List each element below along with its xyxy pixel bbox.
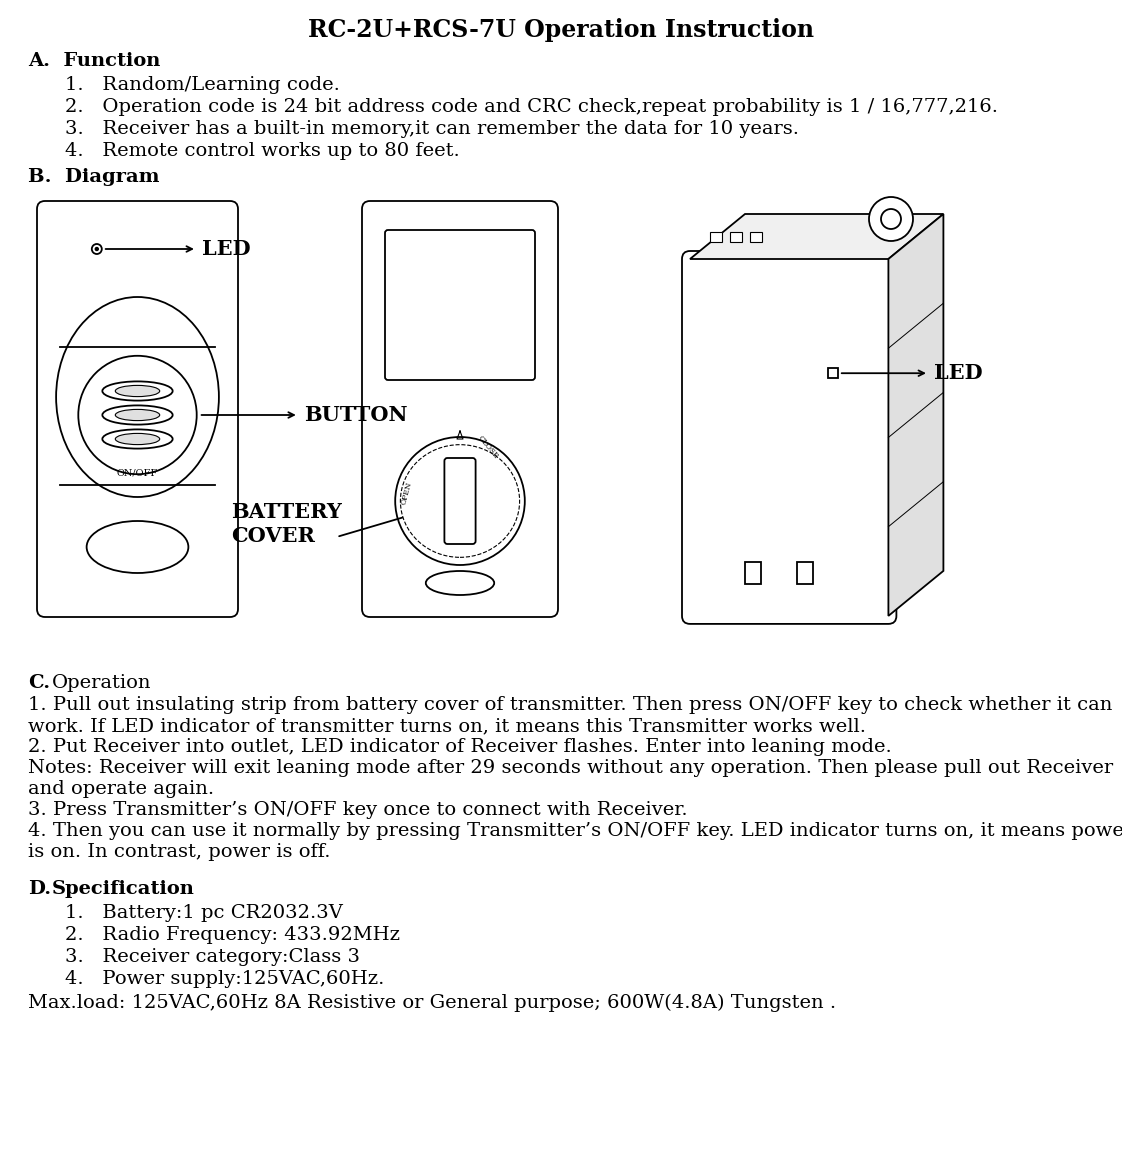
Text: C.: C. — [28, 675, 50, 692]
Bar — [828, 368, 838, 378]
Text: and operate again.: and operate again. — [28, 780, 214, 798]
Circle shape — [79, 356, 196, 474]
Circle shape — [95, 248, 99, 251]
Ellipse shape — [116, 410, 159, 421]
Text: 1.   Random/Learning code.: 1. Random/Learning code. — [65, 76, 340, 94]
FancyBboxPatch shape — [385, 230, 535, 379]
Text: 3.   Receiver category:Class 3: 3. Receiver category:Class 3 — [65, 948, 360, 966]
Text: ON/OFF: ON/OFF — [117, 469, 158, 477]
Text: 2.   Operation code is 24 bit address code and CRC check,repeat probability is 1: 2. Operation code is 24 bit address code… — [65, 98, 997, 116]
Ellipse shape — [56, 297, 219, 498]
Bar — [797, 562, 813, 584]
Text: B.  Diagram: B. Diagram — [28, 168, 159, 186]
Bar — [745, 562, 762, 584]
Ellipse shape — [86, 521, 188, 573]
Ellipse shape — [395, 437, 525, 565]
Ellipse shape — [102, 382, 173, 400]
Text: CLOSE: CLOSE — [477, 434, 500, 460]
Text: BATTERY
COVER: BATTERY COVER — [231, 502, 342, 546]
Text: is on. In contrast, power is off.: is on. In contrast, power is off. — [28, 843, 331, 861]
Ellipse shape — [426, 572, 494, 595]
Text: 1. Pull out insulating strip from battery cover of transmitter. Then press ON/OF: 1. Pull out insulating strip from batter… — [28, 697, 1112, 714]
Ellipse shape — [116, 434, 159, 444]
Circle shape — [870, 197, 913, 241]
Text: BUTTON: BUTTON — [304, 405, 407, 425]
Text: LED: LED — [202, 239, 250, 259]
Text: 4.   Remote control works up to 80 feet.: 4. Remote control works up to 80 feet. — [65, 142, 460, 160]
Text: Specification: Specification — [52, 880, 195, 898]
Circle shape — [92, 244, 102, 255]
FancyBboxPatch shape — [37, 201, 238, 617]
Text: RC-2U+RCS-7U Operation Instruction: RC-2U+RCS-7U Operation Instruction — [309, 19, 813, 42]
Bar — [730, 233, 742, 242]
Text: 4. Then you can use it normally by pressing Transmitter’s ON/OFF key. LED indica: 4. Then you can use it normally by press… — [28, 821, 1122, 840]
Ellipse shape — [102, 405, 173, 425]
Ellipse shape — [401, 444, 519, 558]
Circle shape — [881, 209, 901, 229]
Bar — [710, 233, 721, 242]
Text: 3. Press Transmitter’s ON/OFF key once to connect with Receiver.: 3. Press Transmitter’s ON/OFF key once t… — [28, 801, 688, 819]
FancyBboxPatch shape — [362, 201, 558, 617]
Polygon shape — [690, 214, 944, 259]
FancyBboxPatch shape — [444, 458, 476, 544]
Text: OPEN: OPEN — [399, 481, 414, 506]
Ellipse shape — [102, 429, 173, 449]
Text: work. If LED indicator of transmitter turns on, it means this Transmitter works : work. If LED indicator of transmitter tu… — [28, 717, 866, 735]
Text: Notes: Receiver will exit leaning mode after 29 seconds without any operation. T: Notes: Receiver will exit leaning mode a… — [28, 759, 1113, 778]
Text: A.  Function: A. Function — [28, 52, 160, 71]
Text: 2.   Radio Frequency: 433.92MHz: 2. Radio Frequency: 433.92MHz — [65, 926, 401, 944]
Text: Operation: Operation — [52, 675, 151, 692]
Text: 4.   Power supply:125VAC,60Hz.: 4. Power supply:125VAC,60Hz. — [65, 970, 385, 988]
Text: 2. Put Receiver into outlet, LED indicator of Receiver flashes. Enter into leani: 2. Put Receiver into outlet, LED indicat… — [28, 738, 892, 756]
FancyBboxPatch shape — [682, 251, 896, 624]
Text: D.: D. — [28, 880, 52, 898]
Ellipse shape — [116, 385, 159, 397]
Text: LED: LED — [934, 363, 983, 383]
Bar — [749, 233, 762, 242]
Polygon shape — [889, 214, 944, 616]
Text: 3.   Receiver has a built-in memory,it can remember the data for 10 years.: 3. Receiver has a built-in memory,it can… — [65, 120, 799, 138]
Text: Max.load: 125VAC,60Hz 8A Resistive or General purpose; 600W(4.8A) Tungsten .: Max.load: 125VAC,60Hz 8A Resistive or Ge… — [28, 994, 836, 1012]
Text: 1.   Battery:1 pc CR2032.3V: 1. Battery:1 pc CR2032.3V — [65, 904, 343, 922]
